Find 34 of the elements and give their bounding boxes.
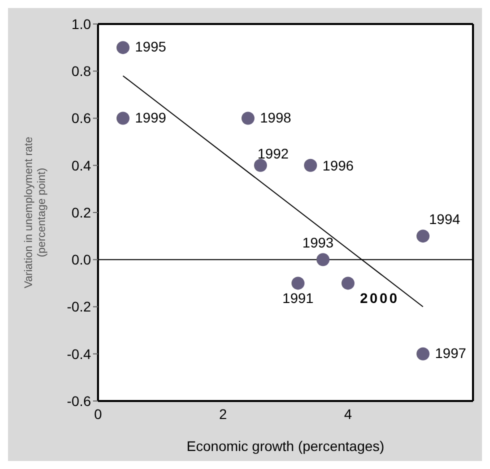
x-tick-label: 4 xyxy=(344,406,352,422)
annotation: 1994 xyxy=(429,211,460,228)
annotation: 1991 xyxy=(282,290,314,306)
y-tick-label: 0.2 xyxy=(72,204,92,220)
point xyxy=(342,276,354,290)
point xyxy=(416,230,430,243)
y-tick-label: -0.4 xyxy=(66,346,92,362)
y-tick-label: 0.4 xyxy=(72,157,92,174)
y-axis-title: Variation in unemployment rate (percentage point) xyxy=(23,136,48,288)
point xyxy=(316,253,330,266)
x-tick-label: 2 xyxy=(219,406,228,422)
annotation: 1998 xyxy=(260,109,292,126)
y-tick-label: 1.0 xyxy=(72,16,92,32)
annotation: 1996 xyxy=(322,157,354,174)
annotation: 2000 xyxy=(360,290,400,306)
y-tick-label: 0.6 xyxy=(72,110,92,126)
annotation: 1992 xyxy=(258,145,289,162)
point xyxy=(116,41,130,54)
y-tick-label: 0.0 xyxy=(72,252,92,268)
point xyxy=(116,112,130,125)
x-axis-title: Economic growth (percentages) xyxy=(186,438,384,454)
annotation: 1993 xyxy=(302,234,334,251)
y-tick-label: -0.6 xyxy=(66,392,92,409)
point xyxy=(304,158,317,172)
annotation: 1999 xyxy=(135,109,166,126)
point xyxy=(292,276,304,290)
point xyxy=(254,158,267,172)
y-tick-label: -0.2 xyxy=(66,298,92,315)
annotation: 1995 xyxy=(135,38,166,55)
point xyxy=(416,347,430,360)
x-tick-label: 0 xyxy=(94,406,102,422)
annotation: 1997 xyxy=(435,344,466,361)
y-tick-label: 0.8 xyxy=(72,63,92,80)
point xyxy=(242,112,254,125)
